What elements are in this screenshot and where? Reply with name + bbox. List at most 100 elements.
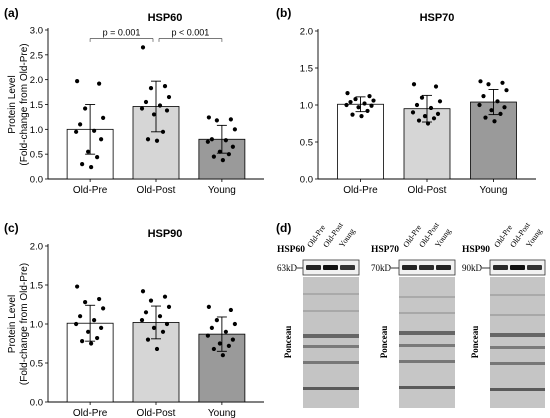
data-point: [209, 325, 214, 330]
data-point: [367, 94, 372, 99]
data-point: [166, 304, 172, 309]
data-point: [500, 80, 505, 85]
data-point: [164, 108, 170, 113]
data-point: [419, 95, 425, 100]
data-point: [160, 129, 166, 134]
y-tick-label: 0.5: [30, 150, 43, 161]
ponceau-label: Ponceau: [283, 326, 293, 359]
chart-title: HSP60: [148, 12, 183, 24]
data-point: [223, 329, 228, 334]
ponceau-band: [490, 314, 545, 316]
data-point: [205, 139, 210, 144]
data-point: [97, 81, 102, 86]
ponceau-band: [303, 293, 359, 295]
y-tick-label: 3.0: [30, 26, 43, 37]
data-point: [359, 114, 364, 119]
data-point: [162, 84, 168, 89]
data-point: [145, 137, 151, 142]
data-point: [504, 88, 509, 93]
data-point: [228, 307, 233, 313]
blot-protein-label: HSP60: [277, 245, 305, 255]
blot-protein-label: HSP90: [462, 245, 490, 255]
panel-label-d: (d): [276, 221, 291, 235]
data-point: [148, 86, 154, 91]
data-point: [425, 121, 431, 126]
ponceau-blot: [490, 277, 545, 408]
ponceau-band: [490, 362, 545, 365]
data-point: [99, 325, 104, 330]
ponceau-label: Ponceau: [470, 326, 480, 359]
y-tick-label: 1.0: [300, 101, 313, 112]
data-point: [345, 91, 350, 96]
data-point: [89, 164, 94, 170]
data-point: [217, 341, 222, 346]
blot-hsp70: HSP70 70kD Old-Pre Old-Post Young: [371, 220, 456, 408]
band-old-post: [419, 265, 434, 270]
data-point: [83, 300, 88, 305]
chart-title: HSP90: [148, 228, 183, 240]
y-tick-label: 2.5: [30, 50, 43, 61]
data-point: [140, 289, 146, 294]
data-point: [214, 318, 219, 323]
x-tick-label: Old-Pre: [73, 185, 108, 196]
blot-kd-label: 90kD: [462, 263, 483, 273]
band-old-pre: [402, 265, 417, 270]
data-point: [486, 82, 491, 87]
data-point: [151, 112, 157, 117]
data-point: [211, 154, 216, 159]
band-young: [340, 265, 355, 270]
y-tick-label: 1.5: [30, 281, 43, 292]
y-tick-label: 0.0: [30, 175, 43, 186]
y-tick-label: 0.5: [300, 138, 313, 149]
data-point: [498, 111, 503, 116]
band-old-post: [323, 265, 338, 270]
data-point: [214, 118, 219, 123]
data-point: [433, 84, 439, 89]
data-point: [348, 99, 353, 105]
data-point: [145, 337, 151, 342]
panel-label-b: (b): [276, 6, 291, 20]
data-point: [160, 329, 166, 334]
data-point: [92, 318, 97, 323]
data-point: [489, 108, 494, 113]
data-point: [369, 103, 374, 108]
data-point: [217, 149, 222, 154]
data-point: [80, 162, 85, 167]
data-point: [492, 119, 497, 124]
x-tick-label: Young: [208, 408, 236, 418]
y-tick-label: 0.0: [300, 175, 313, 186]
data-point: [83, 106, 88, 111]
data-point: [477, 102, 482, 108]
data-point: [435, 111, 441, 116]
x-tick-label: Old-Pre: [73, 408, 108, 418]
data-point: [86, 329, 91, 334]
y-tick-label: 1.5: [30, 100, 43, 111]
ponceau-band: [399, 386, 455, 389]
y-axis-label-line2: (Fold-change from Old-Pre): [19, 43, 30, 165]
data-point: [365, 108, 370, 114]
data-point: [431, 116, 437, 121]
data-point: [86, 149, 91, 154]
data-point: [344, 102, 349, 108]
blot-protein-label: HSP70: [371, 245, 399, 255]
data-point: [151, 325, 157, 330]
data-point: [154, 138, 160, 143]
y-tick-label: 1.5: [300, 64, 313, 75]
blot-hsp90: HSP90 90kD Old-Pre Old-Post Young: [462, 220, 546, 408]
data-point: [483, 115, 488, 120]
y-axis-label-line2: (Fold-change from Old-Pre): [19, 263, 30, 385]
band-young: [527, 265, 542, 270]
chart-title: HSP70: [420, 12, 455, 24]
blot-hsp60: HSP60 63kD Old-Pre Old-Post Young: [277, 220, 360, 408]
data-point: [95, 155, 100, 160]
ponceau-band: [399, 312, 455, 314]
ponceau-blot: [303, 277, 359, 408]
data-point: [92, 128, 97, 133]
y-tick-label: 0.0: [30, 398, 43, 409]
y-tick-label: 0.5: [30, 359, 43, 370]
data-point: [80, 339, 85, 344]
panel-d-blots: (d) HSP60 63kD Old-Pre Old-Post Young: [276, 220, 546, 408]
x-tick-label: Old-Post: [137, 408, 176, 418]
data-point: [356, 105, 361, 110]
